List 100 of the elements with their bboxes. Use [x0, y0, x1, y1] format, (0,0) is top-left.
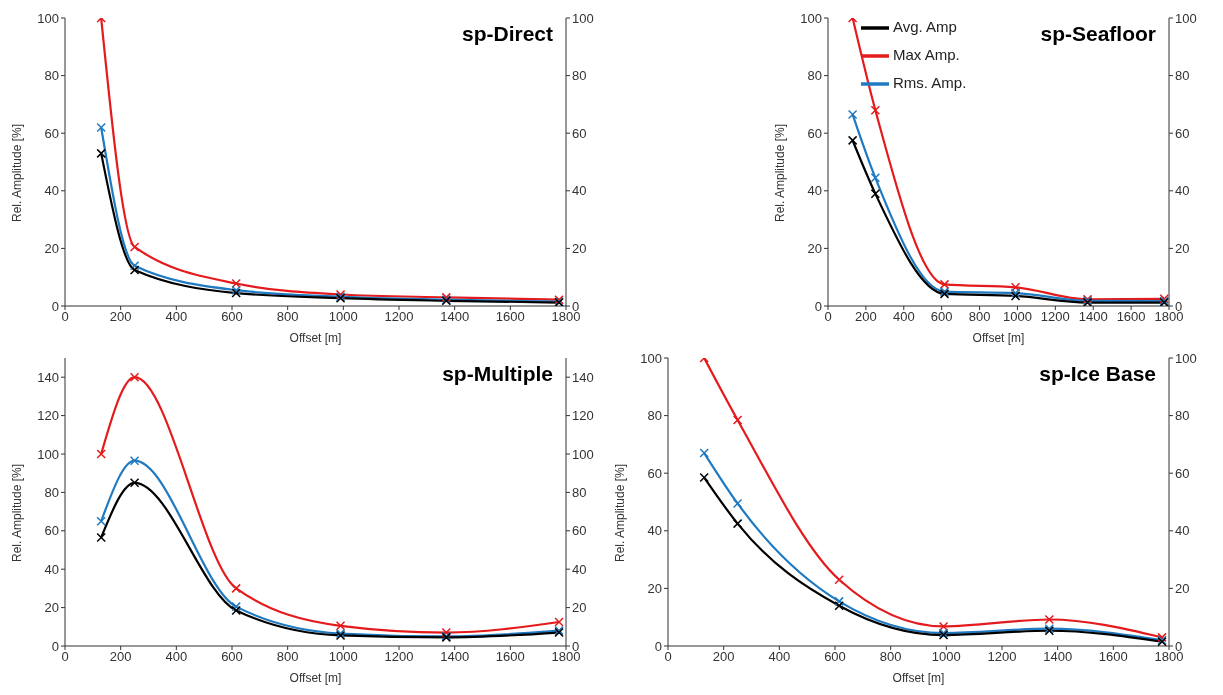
- y-tick-label: 100: [37, 446, 59, 462]
- point: [732, 498, 743, 509]
- x-tick-label: 1400: [1043, 649, 1073, 665]
- y-tick-label: 140: [37, 369, 59, 385]
- y2-tick-label: 60: [1175, 125, 1190, 141]
- x-axis-title: Offset [m]: [289, 331, 342, 345]
- x-tick-label: 1600: [1116, 309, 1146, 325]
- x-tick-label: 1000: [1002, 309, 1032, 325]
- point: [1010, 282, 1021, 293]
- point: [699, 448, 709, 458]
- chart-title: sp-Ice Base: [1039, 362, 1156, 386]
- x-axis-title: Offset [m]: [892, 671, 945, 685]
- y2-tick-label: 20: [1175, 581, 1190, 597]
- point: [938, 621, 949, 632]
- y-tick-label: 20: [647, 581, 662, 597]
- y-tick-label: 60: [807, 125, 822, 141]
- y-tick-label: 40: [44, 183, 59, 199]
- point: [870, 105, 881, 115]
- point: [441, 627, 452, 638]
- point: [129, 455, 140, 466]
- x-tick-label: 1000: [328, 309, 358, 325]
- x-tick-label: 1000: [931, 649, 961, 665]
- x-tick-label: 1200: [1040, 309, 1070, 325]
- point: [231, 605, 241, 616]
- x-tick-label: 0: [61, 309, 69, 325]
- x-tick-label: 800: [276, 649, 299, 665]
- x-tick-label: 800: [276, 309, 299, 325]
- point: [96, 148, 106, 159]
- chart-title: sp-Multiple: [442, 362, 553, 386]
- x-tick-label: 400: [165, 649, 188, 665]
- x-axis-title: Offset [m]: [972, 331, 1025, 345]
- y-tick-label: 60: [647, 465, 662, 481]
- y2-tick-label: 120: [572, 408, 594, 424]
- y-tick-label: 0: [51, 298, 59, 314]
- x-tick-label: 200: [855, 309, 877, 325]
- point: [129, 265, 140, 275]
- y2-tick-label: 100: [572, 446, 594, 462]
- x-tick-label: 1200: [384, 309, 414, 325]
- point: [231, 583, 241, 594]
- y-axis-title: Rel. Amplitude [%]: [613, 463, 628, 562]
- x-axis-title: Offset [m]: [289, 671, 342, 685]
- y2-tick-label: 100: [1175, 10, 1197, 26]
- point: [129, 260, 140, 271]
- x-tick-label: 0: [61, 649, 69, 665]
- point: [96, 532, 106, 543]
- y2-tick-label: 80: [572, 68, 587, 84]
- y-tick-label: 20: [807, 241, 822, 257]
- x-tick-label: 600: [824, 649, 846, 665]
- y-tick-label: 80: [44, 68, 59, 84]
- y2-tick-label: 20: [572, 600, 587, 616]
- y2-tick-label: 40: [572, 183, 587, 199]
- y-tick-label: 0: [814, 298, 822, 314]
- point: [870, 173, 881, 183]
- y-tick-label: 60: [44, 125, 59, 141]
- y-tick-label: 80: [44, 485, 59, 501]
- y-axis-title: Rel. Amplitude [%]: [10, 123, 25, 222]
- y2-tick-label: 80: [1175, 408, 1190, 424]
- x-tick-label: 0: [664, 649, 672, 665]
- x-tick-label: 1400: [1078, 309, 1108, 325]
- point: [96, 122, 106, 133]
- y-tick-label: 0: [654, 638, 662, 654]
- point: [554, 617, 564, 627]
- x-tick-label: 800: [968, 309, 991, 325]
- point: [834, 575, 844, 585]
- x-tick-label: 1600: [495, 309, 525, 325]
- x-tick-label: 200: [712, 649, 735, 665]
- y-tick-label: 80: [647, 408, 662, 424]
- y2-tick-label: 80: [1175, 68, 1190, 84]
- x-tick-label: 1600: [1098, 649, 1128, 665]
- x-tick-label: 400: [768, 649, 791, 665]
- point: [699, 472, 709, 483]
- x-tick-label: 600: [221, 309, 243, 325]
- y-axis-title: Rel. Amplitude [%]: [773, 123, 788, 222]
- x-tick-label: 200: [109, 309, 132, 325]
- y2-tick-label: 60: [572, 523, 587, 539]
- x-tick-label: 600: [221, 649, 243, 665]
- y2-tick-label: 140: [572, 369, 594, 385]
- point: [834, 600, 844, 611]
- x-tick-label: 200: [109, 649, 132, 665]
- point: [732, 518, 743, 529]
- x-tick-label: 1200: [987, 649, 1017, 665]
- y2-tick-label: 40: [1175, 183, 1190, 199]
- y2-tick-label: 80: [572, 485, 587, 501]
- x-tick-label: 400: [892, 309, 915, 325]
- y2-tick-label: 40: [572, 561, 587, 577]
- chart-title: sp-Seafloor: [1040, 22, 1156, 46]
- point: [231, 601, 241, 612]
- point: [847, 109, 858, 120]
- y-tick-label: 40: [647, 523, 662, 539]
- point: [129, 372, 140, 382]
- x-tick-label: 1000: [328, 649, 358, 665]
- y2-tick-label: 40: [1175, 523, 1190, 539]
- point: [129, 242, 140, 252]
- point: [834, 596, 844, 607]
- y2-tick-label: 100: [1175, 350, 1197, 366]
- y-tick-label: 100: [800, 10, 822, 26]
- x-tick-label: 1400: [440, 649, 470, 665]
- y2-tick-label: 20: [572, 241, 587, 257]
- y2-tick-label: 100: [572, 10, 594, 26]
- y-tick-label: 100: [640, 350, 662, 366]
